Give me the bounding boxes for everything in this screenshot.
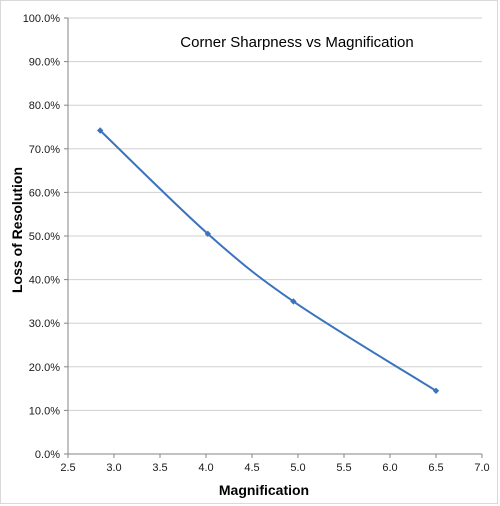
y-tick-label: 60.0%: [29, 187, 60, 199]
y-tick-label: 70.0%: [29, 144, 60, 156]
x-tick-label: 5.5: [336, 462, 351, 474]
x-tick-label: 5.0: [290, 462, 305, 474]
data-point-marker: [204, 230, 212, 238]
series-line: [99, 129, 437, 392]
data-point-marker: [432, 387, 440, 394]
y-tick-label: 0.0%: [35, 449, 60, 461]
x-tick-label: 7.0: [474, 462, 489, 474]
x-tick-label: 2.5: [60, 462, 75, 474]
x-tick-label: 6.0: [382, 462, 397, 474]
x-tick-labels: 2.5 3.0 3.5 4.0 4.5 5.0 5.5 6.0 6.5 7.0: [60, 462, 489, 474]
data-point-marker: [290, 298, 297, 305]
x-tick-label: 4.0: [198, 462, 213, 474]
y-axis-title: Loss of Resolution: [9, 167, 25, 293]
y-tick-label: 90.0%: [29, 57, 60, 69]
x-tick-label: 3.5: [152, 462, 167, 474]
y-tick-label: 80.0%: [29, 100, 60, 112]
x-tick-label: 6.5: [428, 462, 443, 474]
y-tick-label: 10.0%: [29, 405, 60, 417]
data-point-marker: [97, 127, 104, 134]
chart-title: Corner Sharpness vs Magnification: [180, 34, 413, 51]
axes: [67, 18, 482, 455]
x-axis-title: Magnification: [219, 482, 309, 498]
y-tick-labels: 0.0% 10.0% 20.0% 30.0% 40.0% 50.0% 60.0% 70.0% 8…: [23, 13, 61, 461]
series: [97, 127, 440, 394]
y-tick-label: 40.0%: [29, 275, 60, 287]
x-tick-label: 4.5: [244, 462, 259, 474]
gridlines: [64, 17, 483, 458]
y-tick-label: 30.0%: [29, 318, 60, 330]
y-tick-label: 100.0%: [23, 13, 61, 25]
y-tick-label: 20.0%: [29, 362, 60, 374]
x-tick-label: 3.0: [106, 462, 121, 474]
y-tick-label: 50.0%: [29, 231, 60, 243]
